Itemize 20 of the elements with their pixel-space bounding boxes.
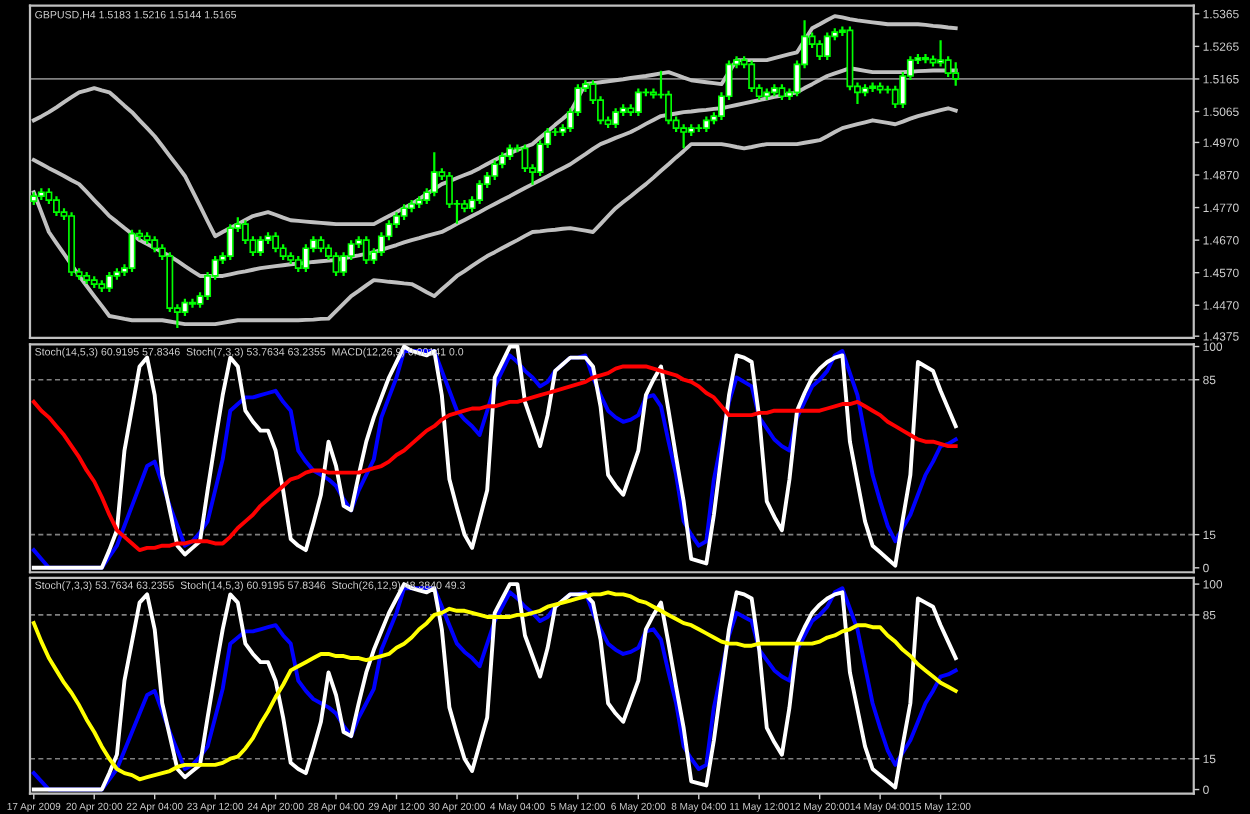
candlestick xyxy=(952,61,960,87)
candlestick xyxy=(302,243,310,274)
candlestick xyxy=(476,179,484,206)
candlestick xyxy=(362,235,370,266)
candlestick xyxy=(816,39,824,62)
candlestick xyxy=(491,159,499,181)
candlestick xyxy=(612,107,620,130)
candlestick xyxy=(430,151,438,198)
candlestick xyxy=(272,231,280,254)
candlestick xyxy=(52,195,60,218)
candlestick xyxy=(680,123,688,150)
candlestick xyxy=(226,223,234,262)
candlestick xyxy=(748,59,756,94)
candlestick xyxy=(105,270,113,294)
candlestick xyxy=(823,31,831,62)
candlestick xyxy=(937,39,945,68)
candlestick xyxy=(332,251,340,278)
candlestick xyxy=(634,87,642,118)
candlestick xyxy=(257,235,264,258)
candlestick xyxy=(188,297,196,309)
